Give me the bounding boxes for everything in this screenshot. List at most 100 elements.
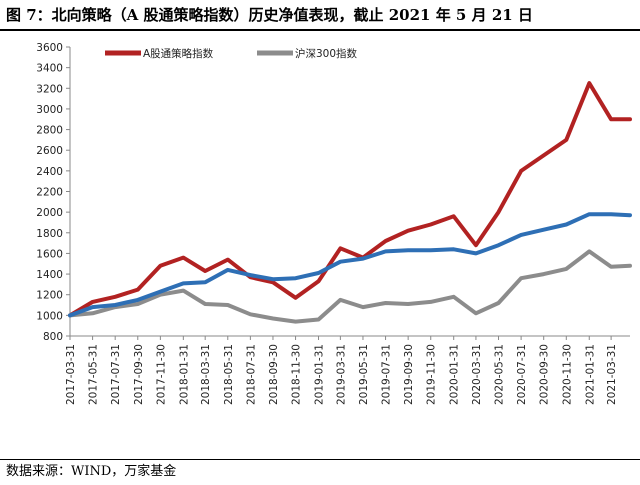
data-point	[452, 214, 456, 218]
data-point	[609, 212, 613, 216]
series-line-沪深300指数	[68, 249, 632, 324]
y-tick-label: 1400	[36, 269, 63, 281]
data-point	[113, 303, 117, 307]
line-chart: 800 1000 1200 1400 1600 1800 2000 2200 2400 2600 2…	[36, 42, 632, 405]
x-tick-label: 2017-07-31	[110, 344, 122, 405]
x-tick-label: 2020-01-31	[449, 344, 461, 405]
y-tick-label: 3000	[36, 104, 63, 116]
x-tick-label: 2018-01-31	[178, 344, 190, 405]
data-point	[496, 243, 501, 247]
data-point	[519, 276, 523, 280]
data-point	[452, 247, 456, 251]
data-point	[181, 288, 185, 293]
series-line-unlabeled	[68, 212, 632, 318]
legend-label: 沪深300指数	[295, 47, 358, 60]
data-point	[226, 303, 230, 307]
data-point	[293, 296, 298, 300]
data-point	[158, 290, 162, 294]
footer-rule	[0, 459, 640, 460]
x-tick-label: 2018-05-31	[223, 344, 235, 405]
x-tick-label: 2020-03-31	[471, 344, 483, 405]
data-point	[203, 302, 207, 306]
x-tick-label: 2019-03-31	[335, 344, 347, 405]
data-point	[587, 81, 591, 85]
title-rule	[0, 29, 640, 31]
data-point	[316, 271, 321, 275]
data-point	[429, 222, 433, 227]
y-tick-label: 3600	[36, 42, 63, 54]
data-point	[293, 319, 298, 324]
data-point	[113, 295, 117, 299]
data-point	[316, 317, 321, 322]
x-tick-label: 2017-03-31	[65, 344, 77, 405]
data-point	[136, 287, 140, 292]
y-tick-label: 800	[43, 331, 63, 343]
data-point	[338, 246, 342, 250]
data-point	[158, 264, 162, 268]
data-point	[406, 229, 410, 233]
x-tick-label: 2018-11-30	[291, 344, 303, 405]
y-tick-label: 2400	[36, 166, 63, 178]
y-tick-label: 1600	[36, 248, 63, 260]
data-point	[496, 210, 501, 214]
data-point	[587, 212, 591, 216]
y-tick-label: 3400	[36, 63, 63, 75]
chart-axes: 800 1000 1200 1400 1600 1800 2000 2200 2400 2600 2…	[36, 42, 630, 405]
data-point	[628, 213, 632, 217]
x-tick-label: 2018-03-31	[200, 344, 212, 405]
data-point	[406, 248, 410, 252]
data-point	[316, 279, 321, 283]
data-point	[271, 316, 275, 321]
x-tick-label: 2020-05-31	[494, 344, 506, 405]
data-point	[383, 301, 388, 305]
data-point	[587, 249, 591, 253]
data-point	[542, 153, 546, 157]
y-tick-label: 2200	[36, 187, 63, 199]
data-point	[474, 311, 478, 315]
series-line-A股通策略指数	[68, 81, 632, 318]
x-tick-label: 2021-01-31	[584, 344, 596, 405]
x-tick-label: 2017-05-31	[88, 344, 100, 405]
y-tick-label: 2800	[36, 125, 63, 137]
data-point	[564, 138, 568, 142]
data-point	[361, 305, 365, 309]
x-tick-label: 2020-11-30	[561, 344, 573, 405]
x-tick-label: 2019-01-31	[314, 344, 326, 405]
x-tick-label: 2020-07-31	[516, 344, 528, 405]
data-point	[226, 268, 230, 272]
data-point	[338, 298, 342, 302]
data-point	[203, 280, 207, 284]
data-point	[181, 255, 185, 260]
data-point	[542, 228, 546, 232]
data-point	[519, 233, 523, 237]
data-point	[519, 169, 523, 173]
data-point	[181, 281, 185, 285]
data-point	[293, 276, 298, 280]
y-tick-label: 1200	[36, 290, 63, 302]
data-point	[474, 251, 478, 256]
y-tick-label: 3200	[36, 83, 63, 95]
x-tick-label: 2017-11-30	[155, 344, 167, 405]
data-point	[609, 117, 613, 121]
x-tick-label: 2018-07-31	[245, 344, 257, 405]
y-tick-label: 2000	[36, 207, 63, 219]
x-tick-label: 2021-03-31	[606, 344, 618, 405]
chart-legend: A股通策略指数 沪深300指数	[105, 47, 358, 60]
data-point	[452, 295, 456, 299]
x-tick-label: 2018-09-30	[268, 344, 280, 405]
data-point	[90, 300, 95, 304]
data-point	[136, 298, 140, 302]
data-point	[383, 239, 388, 243]
data-point	[361, 256, 365, 261]
data-point	[609, 265, 613, 269]
data-point	[226, 258, 230, 262]
figure-title: 图 7：北向策略（A 股通策略指数）历史净值表现，截止 2021 年 5 月 2…	[6, 6, 533, 24]
data-point	[542, 272, 546, 276]
data-point	[429, 248, 433, 252]
data-point	[474, 243, 478, 247]
data-point	[271, 280, 275, 284]
x-tick-label: 2017-09-30	[133, 344, 145, 405]
data-point	[383, 249, 388, 253]
data-point	[90, 305, 95, 309]
data-point	[90, 311, 95, 315]
